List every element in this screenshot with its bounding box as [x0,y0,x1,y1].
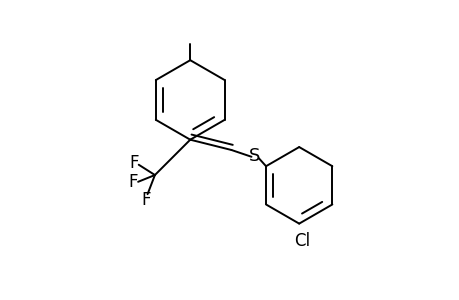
Text: F: F [129,154,139,172]
Text: F: F [141,191,151,209]
Text: F: F [128,173,137,191]
Text: S: S [249,147,260,165]
Text: Cl: Cl [293,232,309,250]
